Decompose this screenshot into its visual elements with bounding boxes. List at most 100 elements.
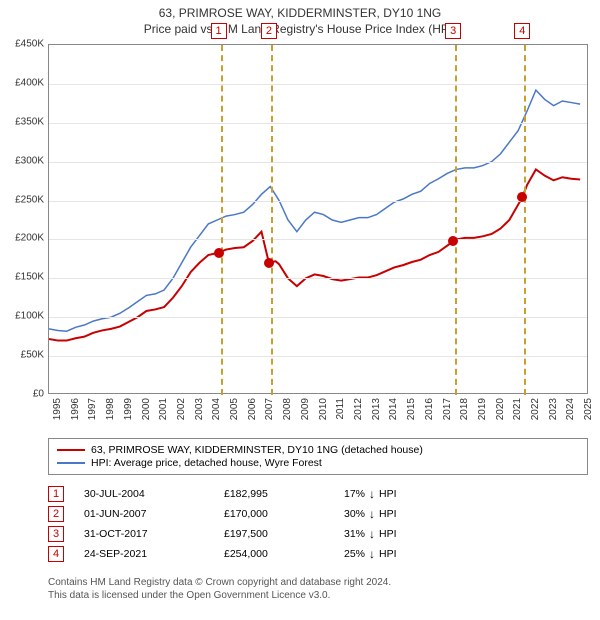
sales-price: £254,000 xyxy=(224,548,344,560)
sale-dash xyxy=(455,45,457,395)
chart-area: £0 £50K £100K £150K £200K £250K £300K £350K £400… xyxy=(8,44,592,434)
sales-row: 4 24-SEP-2021£254,00025% ↓ HPI xyxy=(48,544,588,564)
sale-number-badge: 2 xyxy=(261,23,277,39)
y-tick-label: £100K xyxy=(15,311,44,322)
legend-row: 63, PRIMROSE WAY, KIDDERMINSTER, DY10 1N… xyxy=(57,444,579,456)
arrow-down-icon: ↓ xyxy=(369,487,375,501)
x-tick-label: 2008 xyxy=(282,398,293,420)
x-tick-label: 1999 xyxy=(123,398,134,420)
sales-diff-pct: 25% xyxy=(344,548,365,560)
sales-diff-vs: HPI xyxy=(379,548,397,560)
sale-marker xyxy=(522,45,526,395)
sale-dot xyxy=(448,236,458,246)
x-tick-label: 2010 xyxy=(318,398,329,420)
sales-number-badge: 3 xyxy=(48,526,64,542)
sale-dot xyxy=(517,192,527,202)
x-axis: 1995199619971998199920002001200220032004… xyxy=(48,396,588,436)
legend-swatch xyxy=(57,449,85,451)
arrow-down-icon: ↓ xyxy=(369,547,375,561)
sales-date: 31-OCT-2017 xyxy=(84,528,224,540)
x-tick-label: 1998 xyxy=(105,398,116,420)
legend-label: HPI: Average price, detached house, Wyre… xyxy=(91,457,322,469)
sales-date: 01-JUN-2007 xyxy=(84,508,224,520)
sale-dot xyxy=(264,258,274,268)
x-tick-label: 2002 xyxy=(176,398,187,420)
y-tick-label: £450K xyxy=(15,39,44,50)
chart-container: 63, PRIMROSE WAY, KIDDERMINSTER, DY10 1N… xyxy=(0,0,600,620)
sales-price: £182,995 xyxy=(224,488,344,500)
sales-date: 30-JUL-2004 xyxy=(84,488,224,500)
x-tick-label: 2024 xyxy=(565,398,576,420)
y-axis: £0£50K£100K£150K£200K£250K£300K£350K£400… xyxy=(8,44,46,394)
title-block: 63, PRIMROSE WAY, KIDDERMINSTER, DY10 1N… xyxy=(0,0,600,38)
x-tick-label: 2017 xyxy=(442,398,453,420)
series-line xyxy=(49,169,580,340)
grid-line xyxy=(49,201,587,202)
arrow-down-icon: ↓ xyxy=(369,507,375,521)
sales-number-badge: 2 xyxy=(48,506,64,522)
x-tick-label: 2019 xyxy=(477,398,488,420)
x-tick-label: 2020 xyxy=(495,398,506,420)
sales-number-badge: 4 xyxy=(48,546,64,562)
sales-diff-pct: 30% xyxy=(344,508,365,520)
x-tick-label: 2001 xyxy=(158,398,169,420)
title-subtitle: Price paid vs. HM Land Registry's House … xyxy=(0,22,600,36)
x-tick-label: 2012 xyxy=(353,398,364,420)
x-tick-label: 2014 xyxy=(388,398,399,420)
sale-marker xyxy=(219,45,223,395)
y-tick-label: £250K xyxy=(15,194,44,205)
grid-line xyxy=(49,278,587,279)
sales-date: 24-SEP-2021 xyxy=(84,548,224,560)
y-tick-label: £50K xyxy=(21,350,44,361)
sales-row: 331-OCT-2017£197,50031%↓HPI xyxy=(48,524,588,544)
sale-marker xyxy=(269,45,273,395)
x-tick-label: 2013 xyxy=(371,398,382,420)
grid-line xyxy=(49,317,587,318)
sales-price: £197,500 xyxy=(224,528,344,540)
sales-diff-vs: HPI xyxy=(379,488,397,500)
sales-diff: 25% ↓ HPI xyxy=(344,547,397,561)
y-tick-label: £0 xyxy=(33,389,44,400)
x-tick-label: 2011 xyxy=(335,398,346,420)
x-tick-label: 1995 xyxy=(52,398,63,420)
x-tick-label: 2007 xyxy=(264,398,275,420)
grid-line xyxy=(49,356,587,357)
x-tick-label: 2023 xyxy=(548,398,559,420)
sales-diff-vs: HPI xyxy=(379,528,397,540)
sales-diff-vs: HPI xyxy=(379,508,397,520)
legend-label: 63, PRIMROSE WAY, KIDDERMINSTER, DY10 1N… xyxy=(91,444,423,456)
sale-dash xyxy=(221,45,223,395)
grid-line xyxy=(49,84,587,85)
sale-dot xyxy=(214,248,224,258)
x-tick-label: 2022 xyxy=(530,398,541,420)
sale-number-badge: 4 xyxy=(514,23,530,39)
legend: 63, PRIMROSE WAY, KIDDERMINSTER, DY10 1N… xyxy=(48,438,588,475)
sales-diff: 31%↓HPI xyxy=(344,527,397,541)
x-tick-label: 2000 xyxy=(141,398,152,420)
x-tick-label: 2021 xyxy=(512,398,523,420)
y-tick-label: £350K xyxy=(15,116,44,127)
sale-dash xyxy=(524,45,526,395)
sales-diff-pct: 17% xyxy=(344,488,365,500)
footnote: Contains HM Land Registry data © Crown c… xyxy=(48,576,588,602)
legend-swatch xyxy=(57,462,85,464)
footnote-line1: Contains HM Land Registry data © Crown c… xyxy=(48,576,588,589)
x-tick-label: 2006 xyxy=(247,398,258,420)
title-address: 63, PRIMROSE WAY, KIDDERMINSTER, DY10 1N… xyxy=(0,6,600,20)
grid-line xyxy=(49,162,587,163)
sale-dash xyxy=(271,45,273,395)
sales-diff: 30% ↓ HPI xyxy=(344,507,397,521)
sales-table: 130-JUL-2004£182,99517%↓HPI201-JUN-2007£… xyxy=(48,484,588,564)
x-tick-label: 2015 xyxy=(406,398,417,420)
chart-lines xyxy=(49,45,589,395)
y-tick-label: £300K xyxy=(15,155,44,166)
grid-line xyxy=(49,239,587,240)
y-tick-label: £200K xyxy=(15,233,44,244)
x-tick-label: 2018 xyxy=(459,398,470,420)
plot-area: 1234 xyxy=(48,44,588,394)
y-tick-label: £400K xyxy=(15,77,44,88)
sale-number-badge: 3 xyxy=(445,23,461,39)
arrow-down-icon: ↓ xyxy=(369,527,375,541)
y-tick-label: £150K xyxy=(15,272,44,283)
series-line xyxy=(49,90,580,331)
